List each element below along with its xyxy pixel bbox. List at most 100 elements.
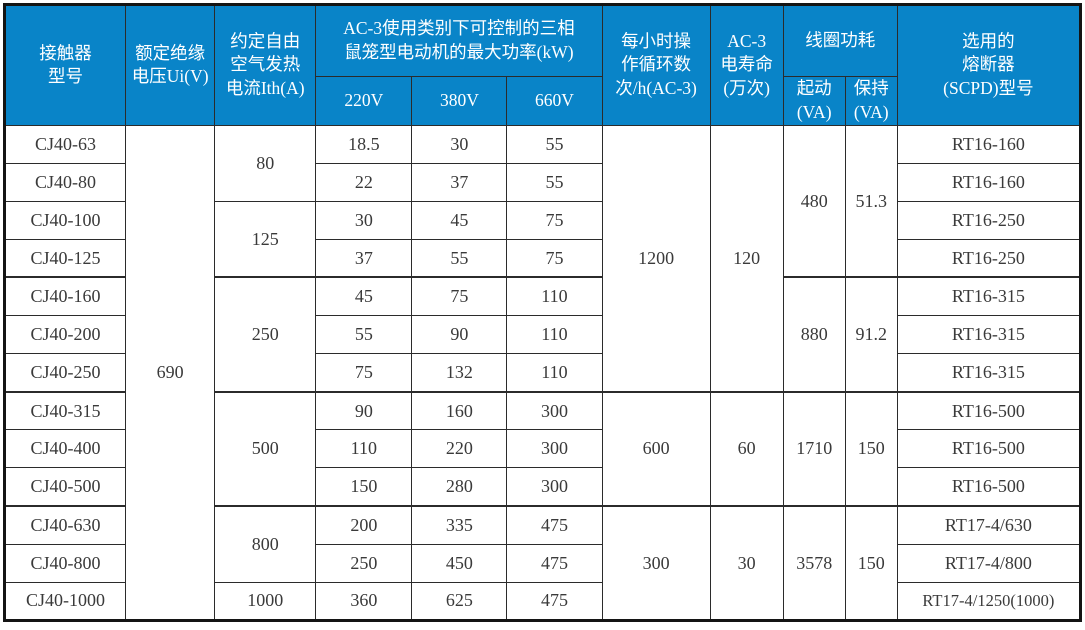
cell-power-660: 110 (506, 276, 603, 317)
header-380v: 380V (411, 76, 508, 126)
cell-coil-hold: 150 (844, 390, 898, 507)
header-ac3-max-power-group: AC-3使用类别下可控制的三相 鼠笼型电动机的最大功率(kW) (315, 3, 603, 78)
table-row: CJ40-800 250 450 475 RT17-4/800 (3, 543, 1082, 583)
header-row-2: 220V 380V 660V 起动 (VA) 保持 (VA) (5, 76, 1081, 126)
cell-power-220: 22 (315, 162, 413, 202)
cell-coil-start: 1710 (782, 390, 846, 507)
header-fuse-model: 选用的 熔断器 (SCPD)型号 (896, 4, 1082, 126)
cell-power-380: 335 (411, 505, 508, 545)
cell-coil-start: 3578 (782, 505, 846, 622)
cell-fuse: RT16-315 (896, 315, 1082, 355)
cell-thermal-current: 1000 (214, 581, 317, 622)
cell-fuse: RT16-160 (896, 124, 1082, 164)
cell-fuse: RT17-4/800 (896, 543, 1082, 583)
cell-power-380: 75 (411, 276, 508, 317)
cell-rated-voltage: 690 (125, 124, 216, 622)
cell-model: CJ40-80 (3, 162, 127, 202)
table-row: CJ40-1000 1000 360 625 475 RT17-4/1250(1… (3, 581, 1082, 622)
header-row-1: 接触器 型号 额定绝缘 电压Ui(V) 约定自由 空气发热 电流Ith(A) A… (3, 3, 1082, 126)
cell-model: CJ40-160 (3, 276, 127, 317)
header-electrical-life: AC-3 电寿命 (万次) (709, 4, 784, 126)
table-row: CJ40-160 250 45 75 110 880 91.2 RT16-315 (3, 276, 1082, 393)
cell-model: CJ40-315 (3, 390, 127, 431)
cell-electrical-life: 60 (709, 390, 784, 507)
cell-thermal-current: 125 (214, 200, 317, 278)
cell-power-380: 45 (411, 200, 508, 240)
cell-power-660: 300 (506, 390, 603, 431)
cell-model: CJ40-250 (3, 353, 127, 393)
cell-power-220: 55 (315, 315, 413, 355)
cell-power-220: 75 (315, 353, 413, 393)
cell-power-380: 625 (411, 581, 508, 622)
header-coil-start: 起动 (VA) (782, 76, 846, 126)
table-row: CJ40-500 150 280 300 RT16-500 (3, 467, 1082, 507)
table-row: CJ40-250 75 132 110 RT16-315 (3, 353, 1082, 393)
cell-electrical-life: 120 (709, 124, 784, 393)
table-row: CJ40-80 22 37 55 RT16-160 (3, 162, 1082, 202)
cell-coil-hold: 150 (844, 505, 898, 622)
cell-power-220: 110 (315, 429, 413, 469)
header-coil-hold: 保持 (VA) (844, 76, 898, 126)
cell-fuse: RT16-500 (896, 390, 1082, 431)
cell-power-380: 160 (411, 390, 508, 431)
cell-coil-start: 880 (782, 276, 846, 393)
cell-model: CJ40-630 (3, 505, 127, 545)
cell-power-660: 300 (506, 429, 603, 469)
cell-power-220: 18.5 (315, 124, 413, 164)
cell-power-660: 55 (506, 124, 603, 164)
cell-power-220: 250 (315, 543, 413, 583)
cell-model: CJ40-125 (3, 238, 127, 278)
cell-fuse: RT16-250 (896, 238, 1082, 278)
cell-power-220: 200 (315, 505, 413, 545)
cell-power-220: 90 (315, 390, 413, 431)
cell-power-220: 45 (315, 276, 413, 317)
cell-fuse: RT16-250 (896, 200, 1082, 240)
cell-thermal-current: 800 (214, 505, 317, 583)
table-row: CJ40-630 800 200 335 475 300 30 3578 150… (3, 505, 1082, 622)
cell-power-660: 300 (506, 467, 603, 507)
cell-power-220: 150 (315, 467, 413, 507)
table-row: CJ40-315 500 90 160 300 600 60 1710 150 … (3, 390, 1082, 507)
header-220v: 220V (315, 76, 413, 126)
header-thermal-current: 约定自由 空气发热 电流Ith(A) (214, 4, 317, 126)
cell-power-220: 30 (315, 200, 413, 240)
cell-power-220: 360 (315, 581, 413, 622)
cell-fuse: RT16-315 (896, 353, 1082, 393)
cell-power-660: 75 (506, 238, 603, 278)
cell-model: CJ40-800 (3, 543, 127, 583)
cell-model: CJ40-100 (3, 200, 127, 240)
cell-thermal-current: 80 (214, 124, 317, 202)
cell-model: CJ40-200 (3, 315, 127, 355)
contactor-spec-table: 接触器 型号 额定绝缘 电压Ui(V) 约定自由 空气发热 电流Ith(A) A… (3, 3, 1082, 622)
cell-power-380: 450 (411, 543, 508, 583)
header-660v: 660V (506, 76, 603, 126)
cell-coil-hold: 51.3 (844, 124, 898, 278)
cell-fuse: RT16-315 (896, 276, 1082, 317)
cell-operating-cycles: 300 (601, 505, 711, 622)
cell-power-380: 280 (411, 467, 508, 507)
header-coil-power-group: 线圈功耗 (782, 3, 898, 78)
cell-electrical-life: 30 (709, 505, 784, 622)
cell-power-380: 132 (411, 353, 508, 393)
header-operating-cycles: 每小时操 作循环数 次/h(AC-3) (601, 4, 711, 126)
cell-fuse: RT16-160 (896, 162, 1082, 202)
table-row: CJ40-125 37 55 75 RT16-250 (3, 238, 1082, 278)
header-rated-insulation-voltage: 额定绝缘 电压Ui(V) (125, 4, 216, 126)
cell-fuse: RT17-4/630 (896, 505, 1082, 545)
cell-power-380: 220 (411, 429, 508, 469)
cell-power-660: 475 (506, 581, 603, 622)
cell-operating-cycles: 600 (601, 390, 711, 507)
cell-power-380: 37 (411, 162, 508, 202)
cell-model: CJ40-1000 (3, 581, 127, 622)
cell-power-220: 37 (315, 238, 413, 278)
cell-model: CJ40-400 (3, 429, 127, 469)
cell-power-660: 475 (506, 543, 603, 583)
cell-operating-cycles: 1200 (601, 124, 711, 393)
table-row: CJ40-400 110 220 300 RT16-500 (3, 429, 1082, 469)
cell-power-380: 30 (411, 124, 508, 164)
cell-fuse: RT16-500 (896, 467, 1082, 507)
cell-power-660: 55 (506, 162, 603, 202)
cell-thermal-current: 500 (214, 390, 317, 507)
cell-power-380: 90 (411, 315, 508, 355)
cell-fuse: RT17-4/1250(1000) (896, 581, 1082, 622)
